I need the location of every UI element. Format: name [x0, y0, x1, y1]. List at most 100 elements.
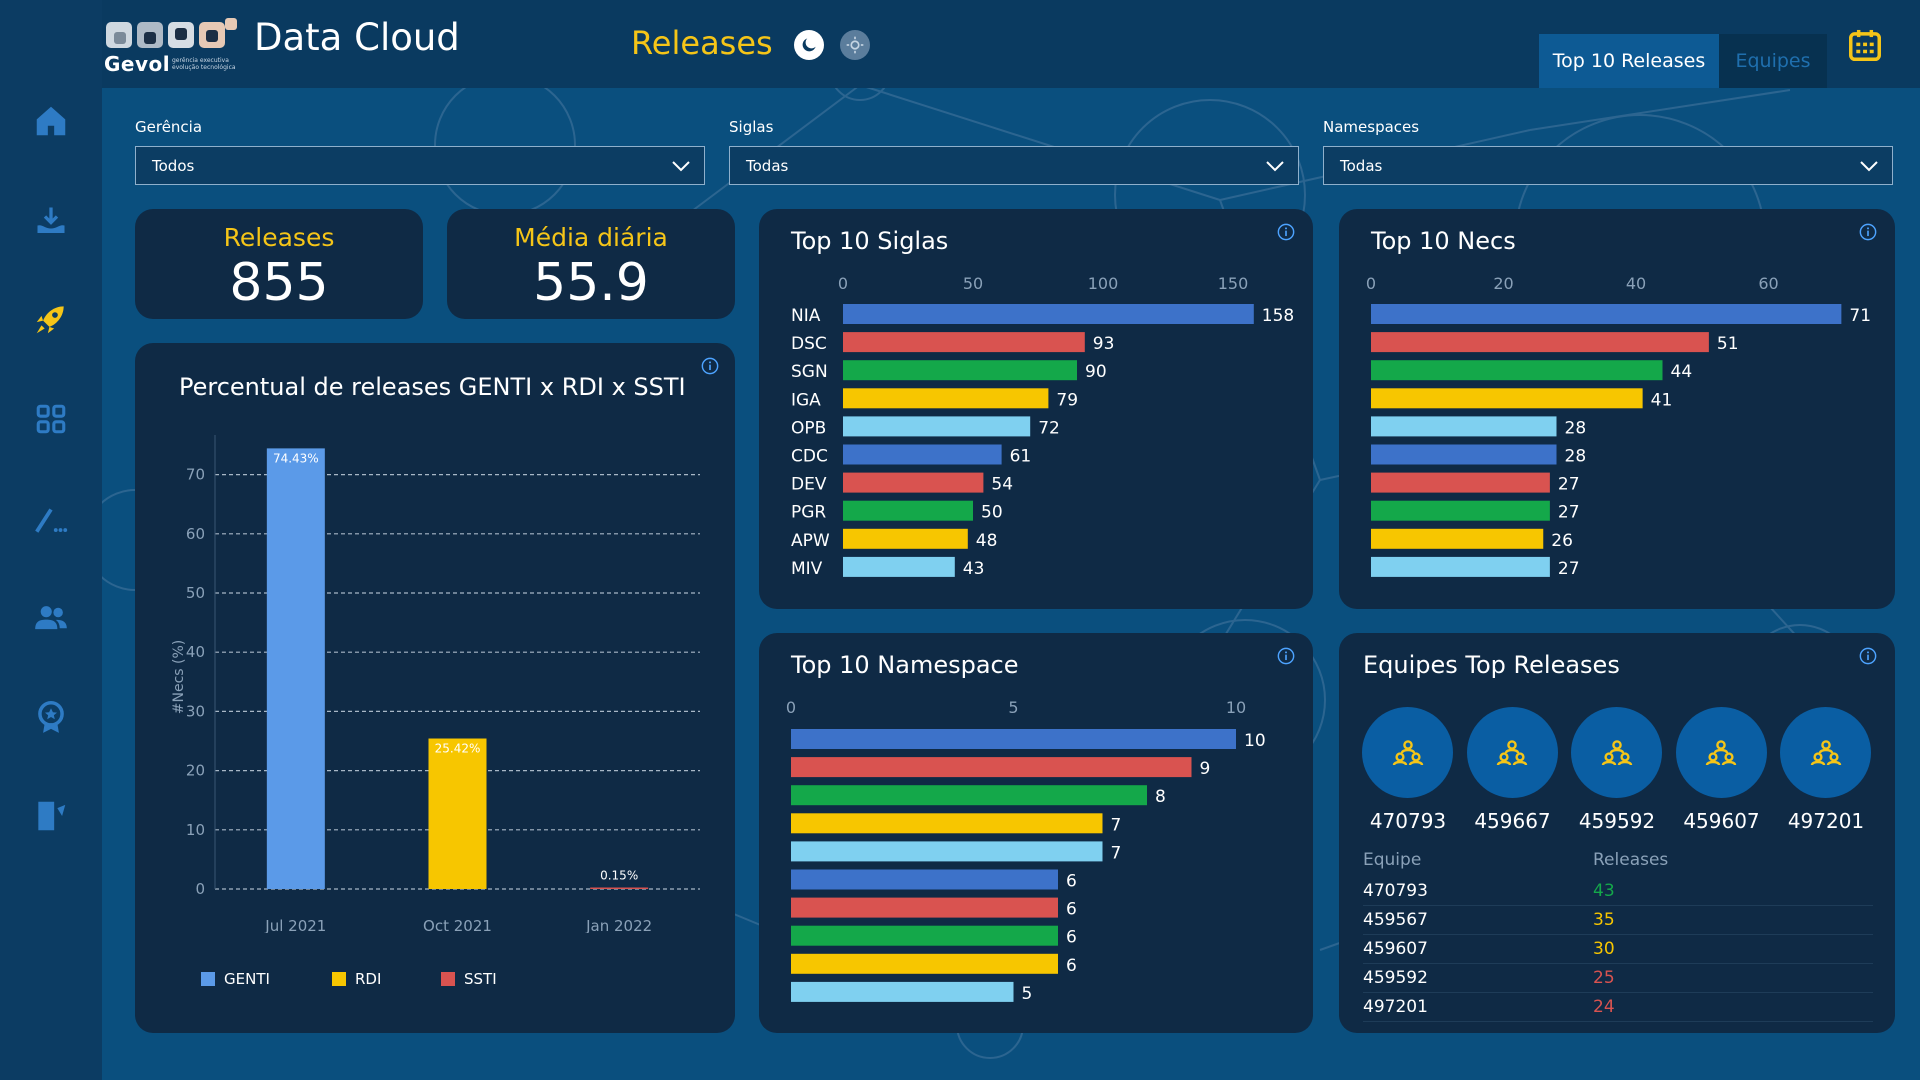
- y-tick-label: 30: [186, 702, 205, 720]
- x-tick-label: 150: [1218, 274, 1249, 293]
- sidebar-item-download[interactable]: [30, 200, 72, 242]
- category-label: CDC: [791, 447, 828, 467]
- info-icon[interactable]: [701, 357, 719, 375]
- data-label: 27: [1558, 503, 1580, 523]
- data-label: 54: [991, 475, 1013, 495]
- bar: [791, 813, 1103, 834]
- info-icon[interactable]: [1859, 647, 1877, 665]
- team-icon: [1810, 739, 1841, 765]
- legend-genti: GENTI: [201, 970, 270, 988]
- team-avatar[interactable]: [1466, 707, 1558, 798]
- legend-swatch-genti: [201, 972, 215, 986]
- namespaces-select-value: Todas: [1340, 156, 1383, 175]
- gerencia-select[interactable]: Todos: [135, 146, 705, 185]
- x-tick-label: 0: [1366, 274, 1376, 293]
- sidebar-item-exit[interactable]: [30, 795, 72, 837]
- x-tick-label: Oct 2021: [423, 917, 492, 933]
- bar: [843, 416, 1031, 437]
- bar: [791, 869, 1058, 890]
- chart-title-percentual: Percentual de releases GENTI x RDI x SST…: [179, 373, 686, 401]
- bar: [1371, 500, 1550, 521]
- dark-mode-toggle[interactable]: [794, 30, 824, 60]
- info-icon[interactable]: [1859, 223, 1877, 241]
- data-label: 28: [1565, 447, 1587, 467]
- equipe-cell: 459592: [1363, 968, 1428, 988]
- filter-label-gerencia: Gerência: [135, 118, 203, 136]
- tab-equipes[interactable]: Equipes: [1719, 34, 1827, 88]
- sidebar-item-edit[interactable]: [30, 498, 72, 540]
- bar: [791, 841, 1103, 862]
- data-label: 48: [976, 531, 998, 551]
- bar: [791, 757, 1192, 778]
- team-avatar[interactable]: [1571, 707, 1662, 798]
- category-label: APW: [791, 531, 830, 551]
- kpi-card-releases: Releases 855: [135, 209, 423, 319]
- info-icon[interactable]: [1277, 223, 1295, 241]
- table-row: 470793 43: [1363, 877, 1873, 906]
- logo-wordmark: Gevol: [104, 52, 171, 76]
- team-avatar[interactable]: [1362, 707, 1453, 798]
- team-label: 497201: [1787, 809, 1865, 833]
- bar: [1371, 304, 1842, 324]
- x-tick-label: 20: [1493, 274, 1513, 293]
- team-avatar[interactable]: [1780, 707, 1871, 798]
- tab-top-10-releases[interactable]: Top 10 Releases: [1539, 34, 1719, 88]
- grid-apps-icon: [36, 404, 66, 434]
- team-label: 459592: [1578, 809, 1656, 833]
- data-label: 44: [1671, 362, 1693, 382]
- y-axis-label: #Necs (%): [171, 640, 187, 714]
- x-tick-label: 10: [1226, 698, 1246, 717]
- sidebar-item-apps[interactable]: [30, 398, 72, 440]
- data-label: 93: [1093, 334, 1115, 354]
- sidebar-item-users[interactable]: [30, 597, 72, 639]
- releases-cell: 43: [1593, 881, 1615, 901]
- home-icon: [36, 106, 66, 136]
- calendar-button[interactable]: [1846, 26, 1884, 68]
- siglas-select[interactable]: Todas: [729, 146, 1299, 185]
- data-label: 7: [1111, 815, 1122, 835]
- y-tick-label: 70: [186, 466, 205, 484]
- bar: [791, 981, 1014, 1002]
- sidebar-item-home[interactable]: [30, 100, 72, 142]
- y-tick-label: 40: [186, 643, 205, 661]
- x-tick-label: 50: [963, 274, 983, 293]
- bar: [1371, 416, 1557, 437]
- team-icon: [1705, 739, 1737, 765]
- necs-bar-chart: 0 20 40 60 71 51 44 41 28 28 27 27 26 27: [1366, 274, 1871, 579]
- data-label: 27: [1558, 475, 1580, 495]
- bar: [1371, 388, 1643, 409]
- releases-cell: 24: [1593, 997, 1615, 1017]
- data-label: 61: [1010, 447, 1032, 467]
- namespace-bar-chart: 0 5 10 10 9 8 7 7 6 6 6 6 5: [786, 698, 1266, 1004]
- pen-edit-icon: [35, 508, 68, 533]
- info-icon[interactable]: [1277, 647, 1295, 665]
- data-label: 26: [1551, 531, 1573, 551]
- bar-rdi: [428, 738, 487, 889]
- card-percentual-releases: Percentual de releases GENTI x RDI x SST…: [135, 343, 735, 1033]
- logo-tiles-icon: [106, 18, 237, 48]
- bar: [843, 360, 1077, 381]
- kpi-releases-value: 855: [229, 253, 329, 313]
- bar-ssti: [590, 887, 649, 889]
- sidebar-item-releases[interactable]: [30, 298, 72, 340]
- download-tray-icon: [37, 207, 65, 233]
- data-label: 158: [1262, 306, 1294, 326]
- data-label: 41: [1651, 390, 1673, 410]
- bar: [843, 388, 1049, 409]
- data-label-rdi: 25.42%: [435, 742, 481, 756]
- data-label-ssti: 0.15%: [600, 869, 638, 883]
- light-mode-toggle[interactable]: [840, 30, 870, 60]
- legend-ssti: SSTI: [441, 970, 497, 988]
- legend-rdi: RDI: [332, 970, 381, 988]
- bar: [843, 472, 984, 493]
- bar: [791, 925, 1058, 946]
- sidebar-item-awards[interactable]: [30, 696, 72, 738]
- data-label: 5: [1022, 984, 1033, 1004]
- data-label: 51: [1717, 334, 1739, 354]
- chevron-down-icon: [672, 161, 690, 172]
- category-label: PGR: [791, 503, 826, 523]
- namespaces-select[interactable]: Todas: [1323, 146, 1893, 185]
- category-label: SGN: [791, 362, 828, 382]
- page-title: Releases: [631, 24, 773, 62]
- team-avatar[interactable]: [1675, 707, 1767, 798]
